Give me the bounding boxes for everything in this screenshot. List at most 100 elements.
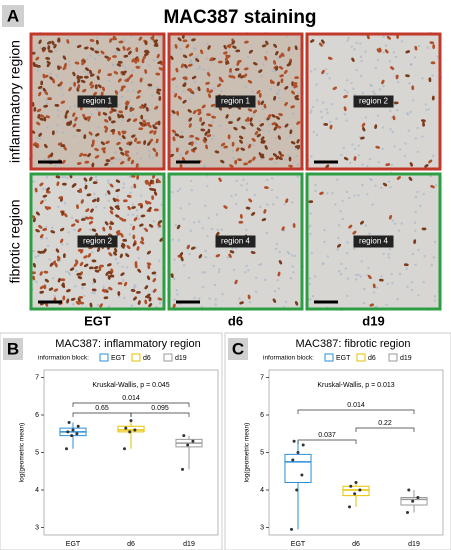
stained-cell: [38, 91, 42, 97]
stained-cell: [260, 100, 264, 106]
tissue-texture: [73, 104, 77, 108]
stained-cell: [231, 141, 235, 147]
stained-cell: [123, 54, 129, 58]
stained-cell: [421, 119, 426, 123]
stained-cell: [201, 104, 206, 109]
stained-cell: [424, 164, 429, 168]
stained-cell: [47, 97, 52, 101]
tissue-texture: [182, 264, 186, 267]
stained-cell: [42, 228, 48, 231]
tissue-texture: [65, 270, 68, 273]
stained-cell: [294, 94, 299, 99]
stained-cell: [126, 47, 131, 51]
stained-cell: [57, 256, 61, 262]
tissue-texture: [86, 72, 90, 75]
stained-cell: [89, 81, 93, 86]
stained-cell: [310, 39, 315, 43]
tissue-texture: [342, 146, 345, 149]
stained-cell: [273, 126, 278, 131]
tissue-texture: [277, 287, 281, 290]
tissue-texture: [391, 130, 394, 134]
stained-cell: [114, 205, 120, 209]
stained-cell: [129, 74, 134, 79]
stained-cell: [200, 128, 206, 132]
stained-cell: [273, 60, 277, 65]
stained-cell: [109, 38, 113, 43]
tissue-texture: [433, 299, 437, 302]
tissue-texture: [357, 144, 360, 147]
stained-cell: [108, 252, 113, 257]
stained-cell: [115, 179, 121, 183]
stained-cell: [430, 185, 435, 189]
tissue-texture: [425, 108, 428, 112]
tissue-texture: [74, 285, 77, 288]
stained-cell: [290, 141, 296, 145]
tissue-texture: [151, 94, 154, 97]
tissue-texture: [121, 265, 124, 269]
tissue-texture: [83, 70, 86, 74]
x-tick-label: d6: [352, 541, 360, 548]
stained-cell: [208, 89, 214, 94]
stained-cell: [360, 136, 365, 140]
tissue-texture: [382, 85, 385, 88]
stained-cell: [115, 188, 120, 192]
stained-cell: [119, 253, 123, 259]
stained-cell: [130, 289, 136, 292]
tissue-texture: [234, 193, 238, 196]
region-label-box: [215, 235, 256, 248]
stained-cell: [290, 105, 295, 109]
tissue-texture: [376, 114, 380, 117]
tissue-texture: [429, 175, 433, 178]
tissue-texture: [308, 277, 312, 280]
stained-cell: [77, 78, 81, 84]
stained-cell: [353, 156, 357, 161]
stained-cell: [62, 253, 66, 259]
tissue-texture: [434, 184, 438, 187]
p-value: 0.65: [95, 405, 109, 412]
stained-cell: [81, 283, 87, 286]
tissue-texture: [238, 297, 241, 300]
stained-cell: [256, 90, 261, 94]
tile-frame: [29, 172, 166, 311]
y-tick-label: 4: [260, 487, 264, 494]
tissue-texture: [353, 147, 357, 151]
panel-c-frame: [224, 332, 451, 550]
stained-cell: [120, 233, 124, 238]
tissue-texture: [194, 87, 198, 91]
tissue-texture: [278, 250, 281, 254]
stained-cell: [63, 146, 67, 151]
tissue-texture: [246, 122, 249, 126]
tissue-texture: [350, 81, 353, 85]
tissue-texture: [197, 220, 201, 223]
tissue-texture: [67, 231, 70, 234]
stained-cell: [351, 57, 355, 62]
stained-cell: [223, 51, 228, 55]
tissue-texture: [122, 186, 125, 190]
stained-cell: [271, 114, 276, 118]
tissue-texture: [93, 192, 96, 196]
stained-cell: [144, 69, 148, 74]
stained-cell: [104, 162, 109, 167]
stained-cell: [79, 188, 83, 193]
stained-cell: [269, 79, 273, 85]
stained-cell: [396, 176, 401, 180]
stained-cell: [88, 216, 94, 220]
chart-title: MAC387: fibrotic region: [296, 338, 411, 350]
tissue-texture: [310, 70, 313, 73]
tissue-texture: [261, 108, 264, 111]
stained-cell: [97, 84, 102, 89]
stained-cell: [291, 81, 295, 87]
stained-cell: [124, 153, 129, 157]
tissue-texture: [118, 158, 121, 161]
x-tick-label: d6: [127, 541, 135, 548]
tissue-texture: [387, 256, 391, 259]
tissue-texture: [38, 137, 42, 141]
stained-cell: [428, 159, 433, 164]
tissue-texture: [34, 255, 38, 259]
tissue-texture: [94, 175, 98, 179]
tissue-texture: [68, 273, 72, 276]
stained-cell: [279, 74, 284, 78]
tissue-texture: [364, 50, 367, 53]
stained-cell: [126, 118, 131, 123]
tissue-texture: [45, 102, 48, 105]
